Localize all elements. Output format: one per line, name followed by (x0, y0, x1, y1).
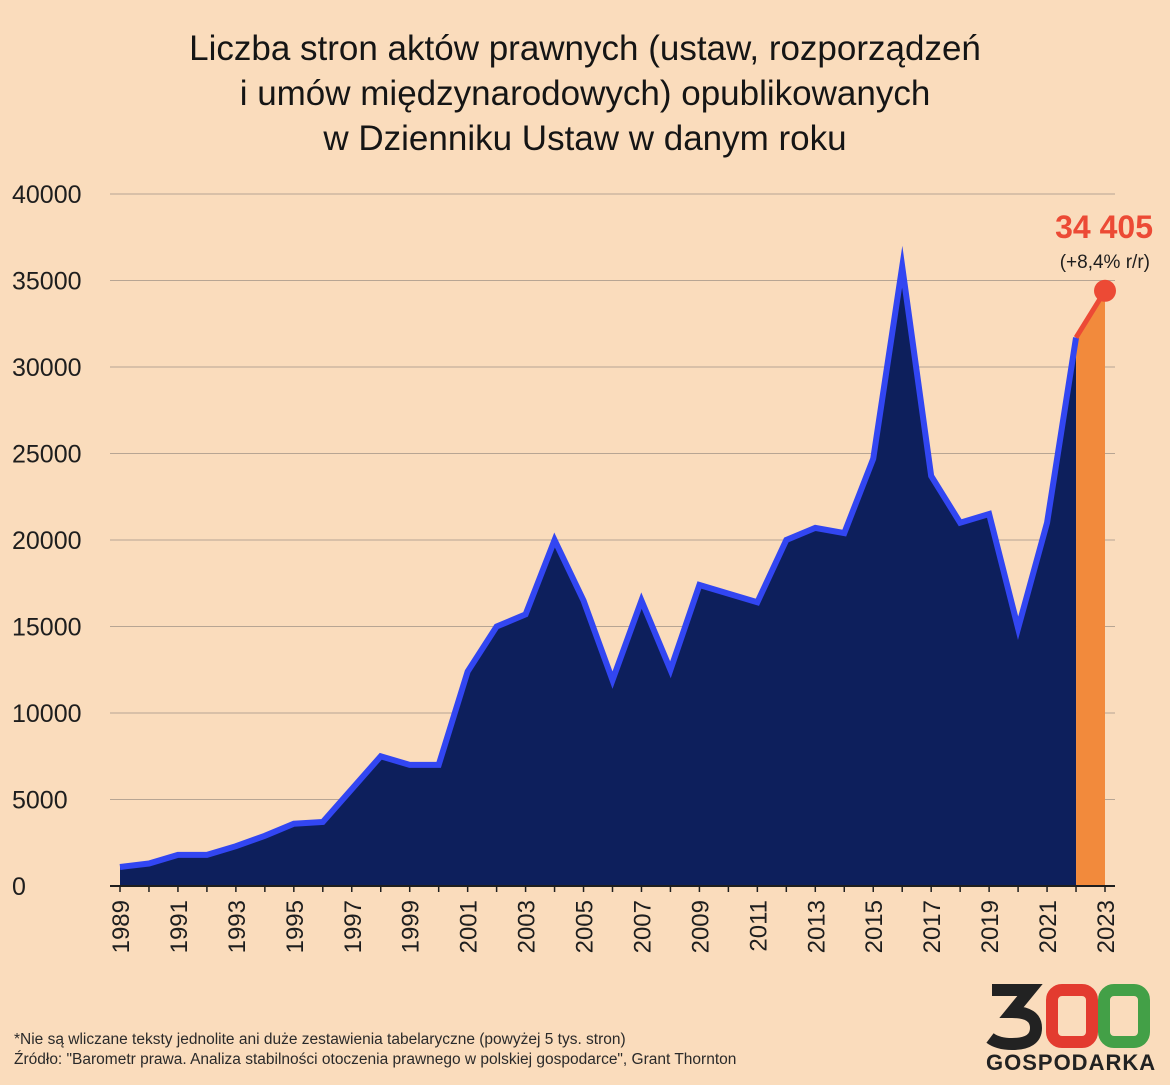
x-tick-label: 1995 (282, 900, 309, 953)
y-tick-label: 35000 (12, 268, 82, 296)
logo-text: GOSPODARKA (986, 1050, 1157, 1075)
x-tick-label: 2009 (687, 900, 714, 953)
highlight-area (1076, 290, 1105, 887)
x-tick-label: 2003 (514, 900, 541, 953)
y-tick-label: 10000 (12, 700, 82, 728)
x-axis-ticks: 1989 1991 1993 1995 1997 1999 2001 2003 2005 2007… (108, 885, 1120, 953)
title-line-1: Liczba stron aktów prawnych (ustaw, rozp… (189, 29, 981, 68)
x-tick-label: 1997 (340, 900, 367, 953)
series-line (119, 245, 1079, 870)
logo-zero-red (1046, 984, 1098, 1048)
footnote-source: Źródło: "Barometr prawa. Analiza stabiln… (14, 1051, 737, 1068)
x-tick-label: 1993 (224, 900, 251, 953)
x-tick-label: 2013 (803, 900, 830, 953)
chart-annotations: 34 405 (+8,4% r/r) (1055, 209, 1153, 302)
x-tick-label: 2001 (456, 900, 483, 953)
x-tick-label: 1989 (108, 900, 135, 953)
y-tick-label: 25000 (12, 441, 82, 469)
y-axis-ticks: 0 5000 10000 15000 20000 25000 30000 35000 40000 (12, 181, 82, 901)
y-tick-label: 20000 (12, 527, 82, 555)
y-tick-label: 15000 (12, 614, 82, 642)
chart-areas (120, 266, 1105, 887)
x-tick-label: 2021 (1035, 900, 1062, 953)
x-tick-label: 2011 (745, 900, 772, 952)
x-tick-label: 2005 (572, 900, 599, 953)
highlight-change-label: (+8,4% r/r) (1060, 252, 1150, 273)
x-tick-label: 2007 (629, 900, 656, 953)
x-tick-label: 2017 (919, 900, 946, 953)
chart-title: Liczba stron aktów prawnych (ustaw, rozp… (0, 26, 1170, 161)
title-line-3: w Dzienniku Ustaw w danym roku (323, 119, 847, 158)
x-tick-label: 2023 (1093, 900, 1120, 953)
x-tick-label: 1991 (166, 900, 193, 953)
x-tick-label: 2015 (861, 900, 888, 953)
footnote: *Nie są wliczane teksty jednolite ani du… (14, 1030, 736, 1070)
logo-300-graphic (986, 984, 1150, 1051)
title-line-2: i umów międzynarodowych) opublikowanych (239, 74, 931, 113)
logo-zero-green (1098, 984, 1150, 1048)
highlight-value-label: 34 405 (1055, 209, 1153, 245)
logo-three (986, 984, 1043, 1051)
x-tick-label: 2019 (977, 900, 1004, 953)
y-tick-label: 40000 (12, 181, 82, 209)
x-tick-label: 1999 (398, 900, 425, 953)
y-tick-label: 0 (12, 873, 26, 901)
footnote-note: *Nie są wliczane teksty jednolite ani du… (14, 1031, 626, 1048)
endpoint-marker (1094, 279, 1116, 302)
y-tick-label: 5000 (12, 787, 68, 815)
main-area (120, 266, 1077, 886)
y-tick-label: 30000 (12, 354, 82, 382)
gospodarka-logo: GOSPODARKA (986, 980, 1162, 1080)
